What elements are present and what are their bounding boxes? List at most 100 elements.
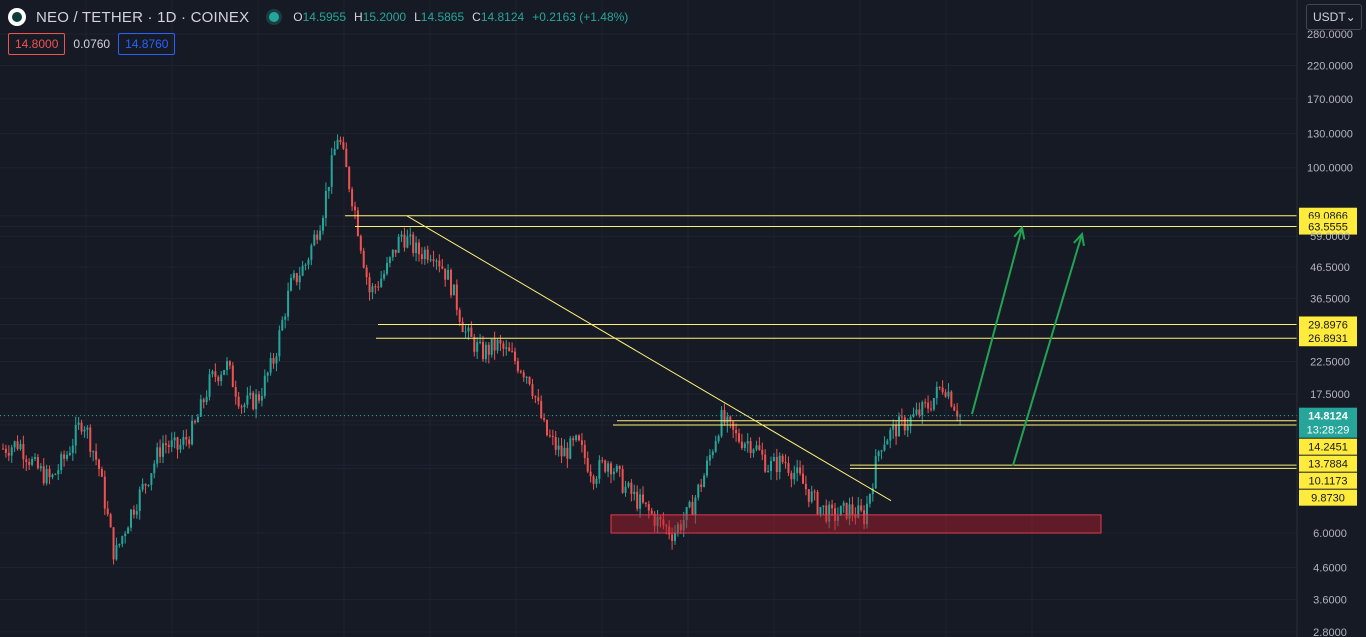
candle[interactable] — [758, 437, 761, 451]
candlestick-series[interactable] — [2, 134, 962, 565]
candle[interactable] — [601, 457, 604, 464]
candle[interactable] — [688, 500, 691, 509]
candle[interactable] — [697, 483, 700, 501]
candle[interactable] — [54, 473, 57, 476]
candle[interactable] — [196, 413, 199, 423]
candle[interactable] — [290, 274, 292, 292]
candle[interactable] — [508, 342, 511, 352]
candle[interactable] — [345, 142, 348, 168]
sell-button[interactable]: 14.8000 — [8, 33, 66, 55]
candle[interactable] — [316, 230, 319, 244]
candle[interactable] — [132, 505, 135, 519]
candle[interactable] — [674, 525, 676, 545]
candle[interactable] — [927, 395, 930, 414]
candle[interactable] — [906, 418, 909, 438]
candle[interactable] — [130, 508, 132, 532]
candle[interactable] — [409, 227, 412, 246]
candle[interactable] — [362, 247, 365, 269]
candle[interactable] — [354, 201, 356, 220]
candle[interactable] — [342, 136, 345, 151]
candle[interactable] — [825, 499, 828, 524]
candle[interactable] — [924, 398, 927, 408]
candle[interactable] — [34, 453, 36, 462]
candle[interactable] — [647, 500, 650, 519]
currency-select[interactable]: USDT ⌄ — [1306, 4, 1362, 30]
candle[interactable] — [761, 442, 764, 461]
candle[interactable] — [918, 402, 921, 418]
candle[interactable] — [842, 500, 845, 513]
candle[interactable] — [217, 375, 220, 386]
candle[interactable] — [746, 433, 749, 453]
candle[interactable] — [546, 419, 548, 437]
candle[interactable] — [953, 403, 956, 412]
candle[interactable] — [548, 429, 551, 438]
candle[interactable] — [668, 520, 671, 540]
candle[interactable] — [807, 489, 810, 508]
candle[interactable] — [25, 455, 28, 472]
candle[interactable] — [368, 272, 371, 301]
candle[interactable] — [787, 456, 790, 477]
candle[interactable] — [706, 456, 708, 478]
candle[interactable] — [633, 484, 636, 501]
candle[interactable] — [531, 378, 534, 400]
candle[interactable] — [717, 434, 720, 444]
candle[interactable] — [185, 429, 188, 447]
candle[interactable] — [319, 225, 322, 241]
candle[interactable] — [921, 400, 924, 424]
candle[interactable] — [505, 340, 508, 356]
candle[interactable] — [482, 335, 484, 362]
candle[interactable] — [36, 454, 39, 470]
candle[interactable] — [598, 455, 601, 484]
candle[interactable] — [153, 460, 156, 479]
candle[interactable] — [48, 465, 51, 485]
candle[interactable] — [324, 182, 327, 227]
candle[interactable] — [767, 464, 770, 473]
candle[interactable] — [98, 458, 100, 477]
candle[interactable] — [60, 451, 63, 475]
candle[interactable] — [4, 444, 7, 458]
candle[interactable] — [854, 507, 857, 525]
candle[interactable] — [118, 543, 121, 548]
candle[interactable] — [287, 282, 290, 321]
level-price-label[interactable]: 13.7884 — [1308, 459, 1348, 471]
candle[interactable] — [938, 386, 941, 391]
candle[interactable] — [781, 453, 784, 465]
candle[interactable] — [333, 140, 336, 156]
candle[interactable] — [514, 347, 516, 365]
level-price-label[interactable]: 29.8976 — [1308, 319, 1348, 331]
candle[interactable] — [226, 357, 228, 376]
candle[interactable] — [836, 507, 839, 527]
candle[interactable] — [822, 505, 825, 516]
candle[interactable] — [735, 423, 738, 442]
candle[interactable] — [930, 400, 932, 412]
candle[interactable] — [249, 385, 252, 400]
candle[interactable] — [685, 506, 688, 528]
candle[interactable] — [109, 512, 112, 528]
candle[interactable] — [607, 460, 610, 478]
candle[interactable] — [589, 464, 592, 483]
candle[interactable] — [479, 333, 482, 345]
candle[interactable] — [63, 450, 66, 467]
candle[interactable] — [429, 254, 432, 263]
candle[interactable] — [700, 479, 703, 493]
candle[interactable] — [377, 281, 380, 291]
candle[interactable] — [124, 530, 127, 544]
candle[interactable] — [182, 430, 185, 450]
projection-arrow[interactable] — [971, 225, 1026, 415]
candle[interactable] — [240, 404, 243, 414]
candle[interactable] — [583, 440, 586, 465]
candle[interactable] — [22, 435, 25, 469]
candle[interactable] — [42, 458, 45, 486]
demand-zone-rectangle[interactable] — [610, 514, 1102, 534]
candle[interactable] — [569, 435, 572, 460]
candle[interactable] — [909, 414, 912, 434]
candle[interactable] — [642, 486, 644, 505]
candle[interactable] — [831, 499, 834, 517]
candle[interactable] — [639, 488, 642, 518]
candle[interactable] — [796, 459, 799, 482]
candle[interactable] — [476, 337, 479, 360]
candle[interactable] — [348, 165, 351, 193]
candle[interactable] — [874, 449, 877, 489]
level-price-label[interactable]: 9.8730 — [1311, 493, 1345, 505]
candle[interactable] — [112, 527, 115, 565]
